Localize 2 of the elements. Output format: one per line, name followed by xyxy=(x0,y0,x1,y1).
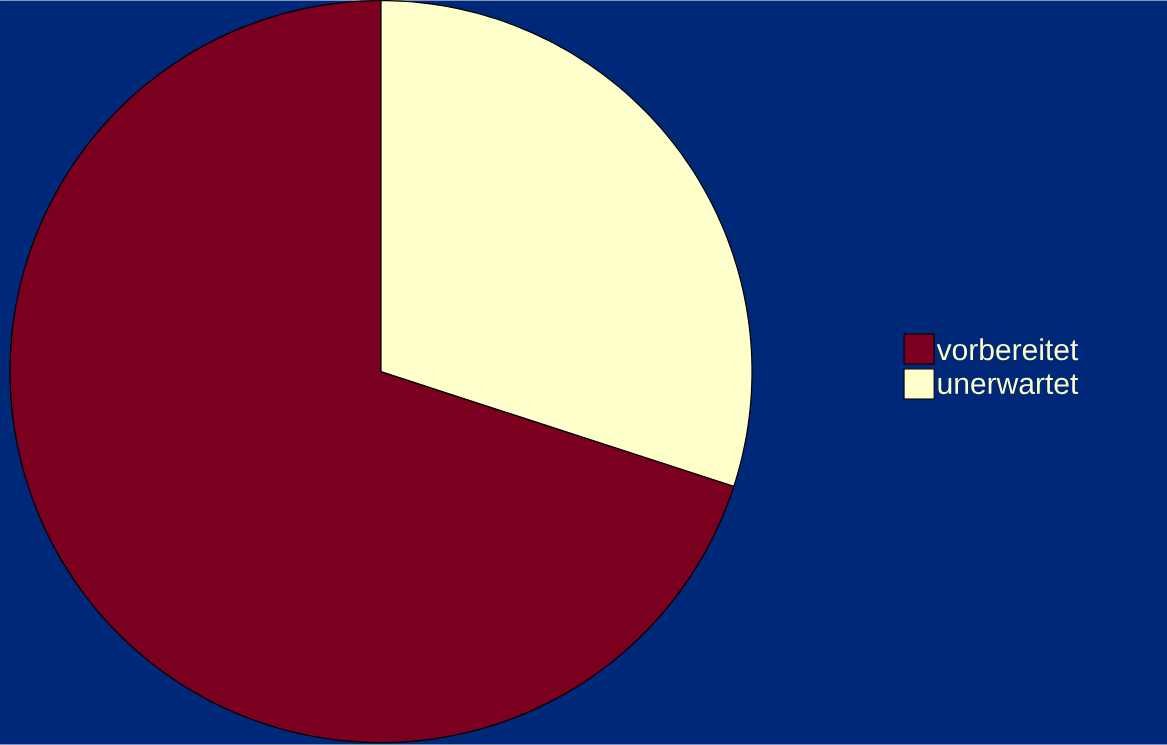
legend-label: vorbereitet xyxy=(936,338,1079,361)
legend-label: unerwartet xyxy=(938,374,1079,395)
